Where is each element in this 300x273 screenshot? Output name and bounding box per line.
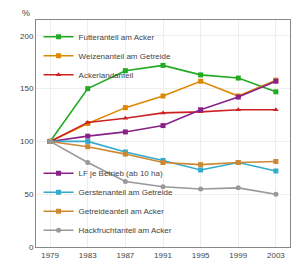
- svg-text:50: 50: [24, 190, 33, 199]
- svg-text:%: %: [22, 8, 30, 18]
- svg-text:1979: 1979: [41, 251, 59, 260]
- svg-text:1995: 1995: [192, 251, 210, 260]
- svg-text:100: 100: [20, 137, 34, 146]
- svg-text:1983: 1983: [79, 251, 97, 260]
- svg-text:LF je Betrieb (ab 10 ha): LF je Betrieb (ab 10 ha): [79, 169, 163, 178]
- svg-text:2003: 2003: [267, 251, 285, 260]
- svg-text:0: 0: [29, 243, 34, 252]
- svg-text:1999: 1999: [229, 251, 247, 260]
- svg-text:150: 150: [20, 84, 34, 93]
- svg-text:Getreideanteil am Acker: Getreideanteil am Acker: [79, 207, 165, 216]
- svg-text:Weizenanteil am Getreide: Weizenanteil am Getreide: [79, 52, 171, 61]
- svg-text:Gerstenanteil am Getreide: Gerstenanteil am Getreide: [79, 188, 173, 197]
- svg-text:200: 200: [20, 32, 34, 41]
- svg-text:Hackfruchtanteil am Acker: Hackfruchtanteil am Acker: [79, 226, 172, 235]
- svg-text:1987: 1987: [116, 251, 134, 260]
- svg-text:Futteranteil am Acker: Futteranteil am Acker: [79, 33, 155, 42]
- svg-text:Ackerlandanteil: Ackerlandanteil: [79, 71, 134, 80]
- svg-text:1991: 1991: [154, 251, 172, 260]
